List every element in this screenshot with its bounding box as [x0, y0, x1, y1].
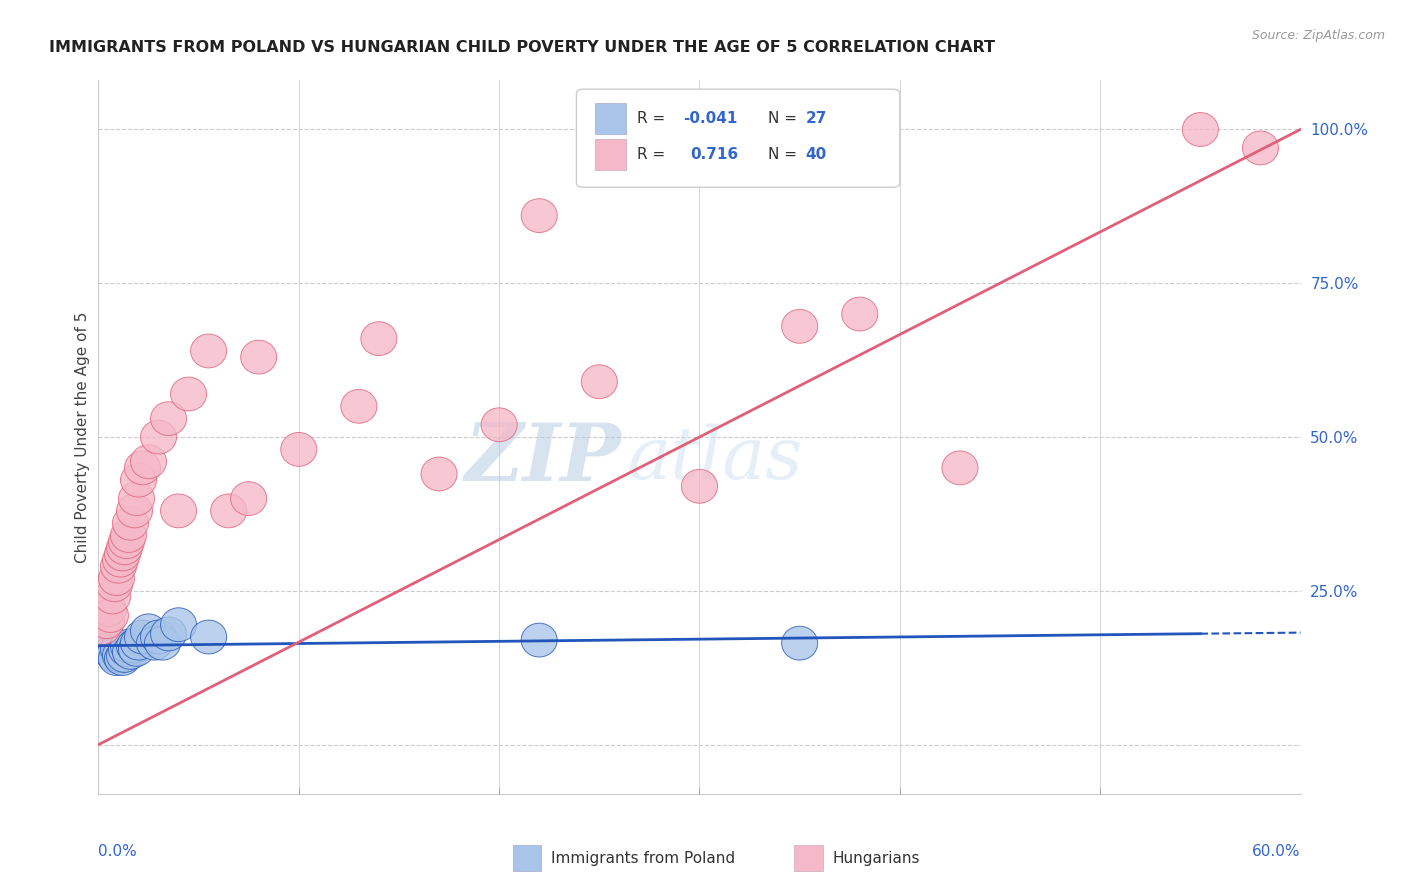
Text: ZIP: ZIP: [464, 420, 621, 497]
Ellipse shape: [118, 632, 155, 666]
Ellipse shape: [160, 607, 197, 641]
Ellipse shape: [97, 639, 132, 673]
Text: atlas: atlas: [627, 423, 803, 494]
Ellipse shape: [141, 620, 177, 654]
Text: -0.041: -0.041: [683, 112, 738, 126]
Text: Hungarians: Hungarians: [832, 851, 920, 865]
Ellipse shape: [211, 494, 246, 528]
Ellipse shape: [111, 518, 146, 552]
Text: N =: N =: [768, 147, 801, 161]
Ellipse shape: [170, 377, 207, 411]
Ellipse shape: [145, 626, 180, 660]
Ellipse shape: [98, 641, 135, 675]
Text: 0.0%: 0.0%: [98, 844, 138, 859]
Ellipse shape: [136, 626, 173, 660]
Ellipse shape: [117, 630, 152, 663]
Ellipse shape: [90, 624, 127, 657]
Ellipse shape: [93, 632, 128, 666]
Ellipse shape: [84, 611, 121, 645]
Ellipse shape: [84, 617, 121, 651]
Y-axis label: Child Poverty Under the Age of 5: Child Poverty Under the Age of 5: [75, 311, 90, 563]
Text: Immigrants from Poland: Immigrants from Poland: [551, 851, 735, 865]
Ellipse shape: [97, 568, 132, 601]
Ellipse shape: [481, 408, 517, 442]
Ellipse shape: [89, 605, 125, 639]
Ellipse shape: [231, 482, 267, 516]
Ellipse shape: [93, 599, 128, 632]
Ellipse shape: [108, 524, 145, 558]
Text: 0.716: 0.716: [690, 147, 738, 161]
Text: N =: N =: [768, 112, 801, 126]
Ellipse shape: [240, 340, 277, 374]
Text: Source: ZipAtlas.com: Source: ZipAtlas.com: [1251, 29, 1385, 42]
Ellipse shape: [150, 617, 187, 651]
Ellipse shape: [94, 580, 131, 614]
Ellipse shape: [98, 562, 135, 596]
Ellipse shape: [782, 626, 818, 660]
Ellipse shape: [89, 630, 125, 663]
Ellipse shape: [103, 639, 139, 673]
Ellipse shape: [131, 614, 166, 648]
Ellipse shape: [522, 199, 557, 233]
Ellipse shape: [1243, 131, 1278, 165]
Ellipse shape: [112, 635, 149, 669]
Ellipse shape: [942, 451, 979, 484]
Ellipse shape: [121, 626, 156, 660]
Ellipse shape: [112, 507, 149, 541]
Ellipse shape: [125, 451, 160, 484]
Ellipse shape: [131, 445, 166, 479]
Ellipse shape: [141, 420, 177, 454]
Ellipse shape: [782, 310, 818, 343]
Ellipse shape: [104, 641, 141, 675]
Text: R =: R =: [637, 112, 671, 126]
Ellipse shape: [150, 401, 187, 435]
Ellipse shape: [107, 531, 142, 565]
Ellipse shape: [191, 334, 226, 368]
Ellipse shape: [117, 494, 152, 528]
Ellipse shape: [420, 457, 457, 491]
Ellipse shape: [94, 635, 131, 669]
Text: IMMIGRANTS FROM POLAND VS HUNGARIAN CHILD POVERTY UNDER THE AGE OF 5 CORRELATION: IMMIGRANTS FROM POLAND VS HUNGARIAN CHIL…: [49, 40, 995, 55]
Ellipse shape: [103, 543, 139, 577]
Ellipse shape: [160, 494, 197, 528]
Ellipse shape: [522, 624, 557, 657]
Ellipse shape: [100, 549, 136, 583]
Ellipse shape: [108, 632, 145, 666]
Ellipse shape: [281, 433, 316, 467]
Ellipse shape: [682, 469, 717, 503]
Ellipse shape: [104, 537, 141, 571]
Ellipse shape: [842, 297, 877, 331]
Ellipse shape: [118, 482, 155, 516]
Text: 60.0%: 60.0%: [1253, 844, 1301, 859]
Ellipse shape: [125, 620, 160, 654]
Ellipse shape: [191, 620, 226, 654]
Ellipse shape: [90, 592, 127, 626]
Ellipse shape: [581, 365, 617, 399]
Text: 40: 40: [806, 147, 827, 161]
Text: 27: 27: [806, 112, 827, 126]
Ellipse shape: [361, 322, 396, 356]
Ellipse shape: [1182, 112, 1219, 146]
Ellipse shape: [111, 630, 146, 663]
Ellipse shape: [100, 632, 136, 666]
Ellipse shape: [121, 463, 156, 497]
Text: R =: R =: [637, 147, 675, 161]
Ellipse shape: [340, 390, 377, 423]
Ellipse shape: [107, 639, 142, 673]
